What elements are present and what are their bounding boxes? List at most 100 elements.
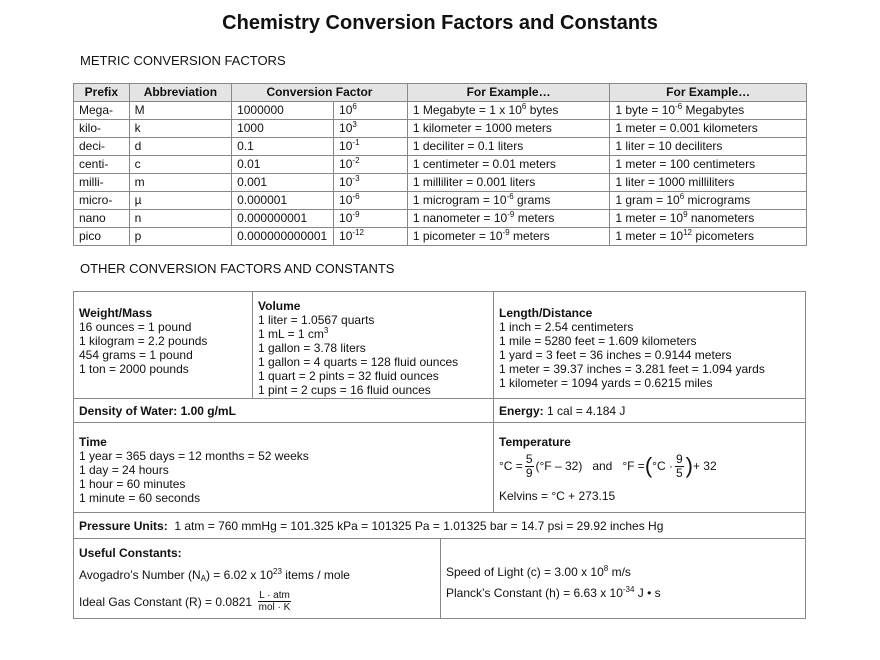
power-cell: 106	[333, 101, 408, 120]
pressure-label: Pressure Units:	[79, 519, 168, 533]
density-value: 1.00 g/mL	[180, 404, 236, 418]
prefix-cell: deci-	[73, 137, 130, 156]
fraction: L · atm mol · K	[258, 590, 291, 613]
text: + 32	[692, 459, 717, 473]
kelvin-line: Kelvins = °C + 273.15	[499, 489, 616, 503]
denominator: mol · K	[258, 602, 291, 613]
energy-cell: Energy: 1 cal = 4.184 J	[493, 398, 806, 423]
length-line: 1 meter = 39.37 inches = 3.281 feet = 1.…	[499, 362, 765, 376]
constants-right-cell: Speed of Light (c) = 3.00 x 108 m/s Plan…	[440, 538, 806, 619]
superscript: -6	[506, 192, 514, 201]
density-label: Density of Water:	[79, 404, 178, 418]
text: 1 meter = 100 centimeters	[615, 157, 756, 171]
example-2-cell: 1 liter = 1000 milliliters	[609, 173, 807, 192]
superscript: -6	[352, 192, 360, 201]
power-cell: 10-3	[333, 173, 408, 192]
text: 1 meter = 0.001 kilometers	[615, 121, 758, 135]
length-line: 1 inch = 2.54 centimeters	[499, 320, 634, 334]
time-line: 1 hour = 60 minutes	[79, 477, 186, 491]
power-cell: 103	[333, 119, 408, 138]
text: 1 liter = 1000 milliliters	[615, 175, 735, 189]
table-header: Prefix Abbreviation Conversion Factor Fo…	[73, 83, 807, 102]
superscript: 3	[323, 326, 329, 335]
density-cell: Density of Water: 1.00 g/mL	[73, 398, 494, 423]
time-title: Time	[79, 435, 107, 449]
other-heading: OTHER CONVERSION FACTORS AND CONSTANTS	[80, 261, 395, 276]
pressure-cell: Pressure Units: 1 atm = 760 mmHg = 101.3…	[73, 512, 806, 539]
mass-line: 16 ounces = 1 pound	[79, 320, 192, 334]
power-cell: 10-2	[333, 155, 408, 174]
superscript: 8	[603, 564, 609, 573]
text: m/s	[608, 565, 631, 579]
superscript: -12	[352, 228, 364, 237]
superscript: -1	[352, 138, 360, 147]
text: J • s	[634, 586, 661, 600]
superscript: 6	[521, 102, 527, 111]
text: Speed of Light (c) = 3.00 x 10	[446, 565, 604, 579]
paren: (	[644, 453, 653, 478]
denominator: 5	[675, 465, 683, 480]
example-1-cell: 1 microgram = 10-6 grams	[406, 191, 611, 210]
table-row: Mega- M 1000000 106 1 Megabyte = 1 x 106…	[73, 101, 807, 120]
table-row: pico p 0.000000000001 10-12 1 picometer …	[73, 227, 807, 246]
text: °F =	[622, 459, 645, 473]
text: Planck’s Constant (h) = 6.63 x 10	[446, 586, 623, 600]
text: picometers	[691, 229, 755, 243]
superscript: 6	[352, 102, 357, 111]
example-1-cell: 1 kilometer = 1000 meters	[406, 119, 611, 138]
superscript: -9	[502, 228, 510, 237]
table-row: micro- µ 0.000001 10-6 1 microgram = 10-…	[73, 191, 807, 210]
table-row: centi- c 0.01 10-2 1 centimeter = 0.01 m…	[73, 155, 807, 174]
value-cell: 0.000000000001	[231, 227, 335, 246]
page-title: Chemistry Conversion Factors and Constan…	[222, 12, 658, 34]
length-title: Length/Distance	[499, 306, 593, 320]
denominator: 9	[525, 465, 533, 480]
example-2-cell: 1 liter = 10 deciliters	[609, 137, 807, 156]
text: (°F – 32)	[535, 459, 583, 473]
numerator: L · atm	[258, 590, 291, 602]
temperature-title: Temperature	[499, 435, 571, 449]
text: 1 centimeter = 0.01 meters	[412, 157, 556, 171]
mass-line: 454 grams = 1 pound	[79, 348, 193, 362]
text: items / mole	[281, 568, 350, 582]
length-line: 1 mile = 5280 feet = 1.609 kilometers	[499, 334, 697, 348]
prefix-cell: milli-	[73, 173, 130, 192]
volume-title: Volume	[258, 299, 301, 313]
superscript: 9	[683, 210, 688, 219]
example-2-cell: 1 byte = 10-6 Megabytes	[609, 101, 807, 120]
col-example-1: For Example…	[406, 83, 611, 102]
example-2-cell: 1 meter = 0.001 kilometers	[609, 119, 807, 138]
power-cell: 10-6	[333, 191, 408, 210]
planck-line: Planck’s Constant (h) = 6.63 x 10-34 J •…	[446, 586, 800, 601]
superscript: 23	[273, 567, 282, 576]
abbreviation-cell: µ	[128, 191, 233, 210]
energy-label: Energy:	[499, 404, 544, 418]
superscript: -9	[352, 210, 360, 219]
table-row: deci- d 0.1 10-1 1 deciliter = 0.1 liter…	[73, 137, 807, 156]
time-line: 1 year = 365 days = 12 months = 52 weeks	[79, 449, 309, 463]
example-1-cell: 1 picometer = 10-9 meters	[406, 227, 611, 246]
table-row: nano n 0.000000001 10-9 1 nanometer = 10…	[73, 209, 807, 228]
col-conversion-factor: Conversion Factor	[231, 83, 408, 102]
text: micrograms	[684, 193, 751, 207]
example-1-cell: 1 milliliter = 0.001 liters	[406, 173, 611, 192]
text: nanometers	[687, 211, 755, 225]
example-2-cell: 1 meter = 100 centimeters	[609, 155, 807, 174]
abbreviation-cell: M	[128, 101, 233, 120]
abbreviation-cell: n	[128, 209, 233, 228]
volume-line: 1 gallon = 3.78 liters	[258, 341, 366, 355]
value-cell: 0.001	[231, 173, 335, 192]
text: Megabytes	[682, 103, 745, 117]
example-2-cell: 1 meter = 1012 picometers	[609, 227, 807, 246]
power-cell: 10-9	[333, 209, 408, 228]
mass-line: 1 kilogram = 2.2 pounds	[79, 334, 208, 348]
prefix-cell: Mega-	[73, 101, 130, 120]
abbreviation-cell: d	[128, 137, 233, 156]
text: 1 picometer = 10	[412, 229, 503, 243]
superscript: 12	[683, 228, 692, 237]
text: 1 kilometer = 1000 meters	[412, 121, 552, 135]
superscript: -3	[352, 174, 360, 183]
